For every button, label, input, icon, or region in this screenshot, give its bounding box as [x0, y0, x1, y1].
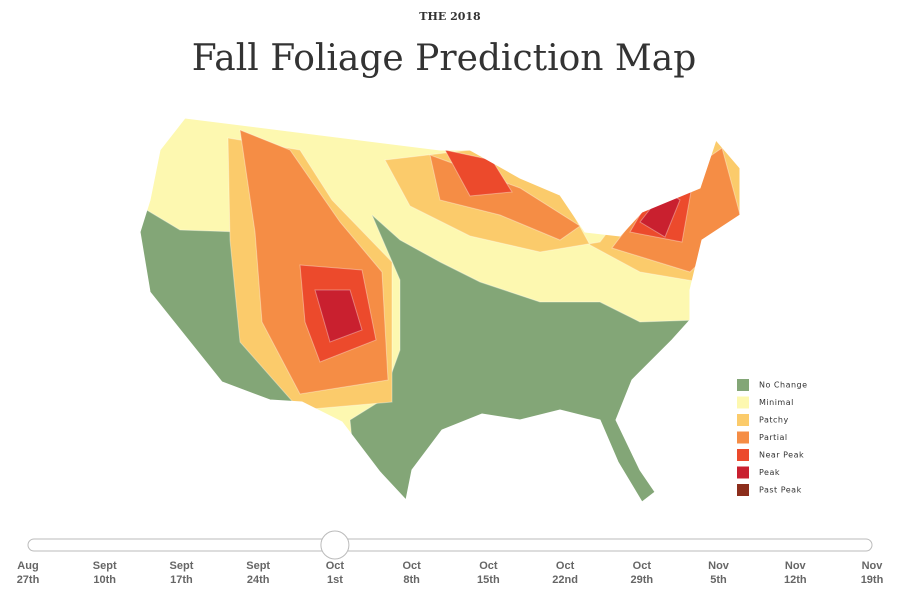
- tick-day: 10th: [93, 574, 116, 586]
- legend-swatch: [737, 449, 749, 461]
- tick-month: Sept: [170, 560, 194, 572]
- legend-label: Peak: [759, 468, 780, 477]
- kicker: THE 2018: [419, 10, 481, 23]
- tick-month: Nov: [785, 560, 807, 572]
- legend-label: Patchy: [759, 416, 789, 425]
- tick-month: Oct: [402, 560, 421, 572]
- map: [140, 118, 740, 502]
- tick-day: 27th: [17, 574, 40, 586]
- legend-label: Past Peak: [759, 486, 802, 495]
- tick-day: 17th: [170, 574, 193, 586]
- tick-day: 12th: [784, 574, 807, 586]
- legend-label: Near Peak: [759, 451, 804, 460]
- tick-month: Sept: [93, 560, 117, 572]
- tick-day: 1st: [327, 574, 343, 586]
- tick-month: Oct: [633, 560, 652, 572]
- legend-swatch: [737, 396, 749, 409]
- legend-label: Minimal: [759, 398, 794, 407]
- tick-day: 8th: [403, 574, 420, 586]
- legend-label: No Change: [759, 381, 808, 390]
- tick-month: Nov: [708, 560, 730, 572]
- tick-day: 15th: [477, 574, 500, 586]
- title: Fall Foliage Prediction Map: [192, 38, 697, 79]
- legend-swatch: [737, 484, 749, 496]
- legend: No Change Minimal Patchy Partial Near Peak Pe…: [737, 379, 808, 496]
- tick-month: Oct: [326, 560, 345, 572]
- tick-month: Sept: [246, 560, 270, 572]
- tick-day: 5th: [710, 574, 727, 586]
- tick-day: 24th: [247, 574, 270, 586]
- region: [314, 289, 363, 343]
- legend-swatch: [737, 379, 749, 391]
- legend-swatch: [737, 414, 749, 426]
- slider-handle[interactable]: [320, 530, 350, 560]
- legend-swatch: [737, 431, 749, 444]
- tick-day: 22nd: [552, 574, 578, 586]
- slider-track[interactable]: [27, 538, 873, 552]
- legend-swatch: [737, 466, 749, 479]
- tick-month: Oct: [556, 560, 575, 572]
- tick-month: Nov: [862, 560, 884, 572]
- slider-ticks: Aug 27th Sept 10th Sept 17th Sept 24th Oct 1st Oct…: [17, 560, 884, 586]
- tick-month: Aug: [17, 560, 38, 572]
- tick-month: Oct: [479, 560, 498, 572]
- legend-label: Partial: [759, 433, 788, 442]
- region: [444, 149, 513, 197]
- tick-day: 29th: [631, 574, 654, 586]
- tick-day: 19th: [861, 574, 884, 586]
